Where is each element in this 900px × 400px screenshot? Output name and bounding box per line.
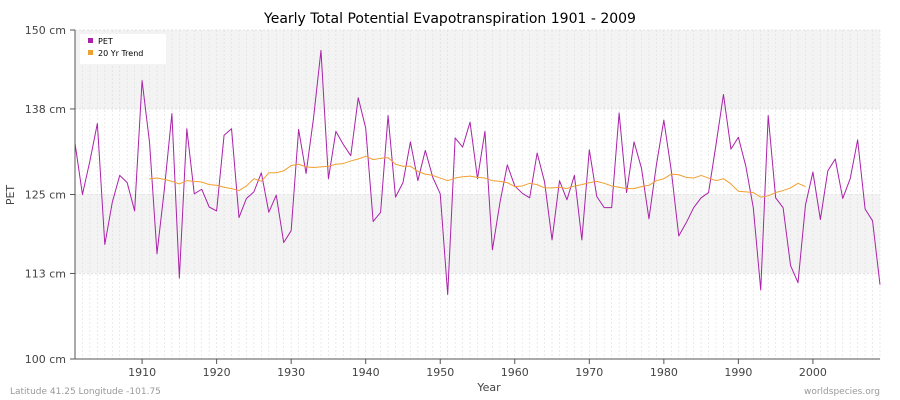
legend-box	[80, 34, 166, 64]
x-tick-label: 2000	[799, 366, 827, 379]
y-tick-label: 138 cm	[25, 103, 66, 116]
x-tick-label: 1980	[650, 366, 678, 379]
series-layer	[74, 49, 881, 296]
series-line-pet	[74, 49, 881, 296]
x-tick-label: 1990	[724, 366, 752, 379]
plot-band	[75, 30, 880, 109]
y-axis-title: PET	[4, 185, 17, 206]
legend-label-pet: PET	[98, 37, 113, 46]
chart-title: Yearly Total Potential Evapotranspiratio…	[263, 11, 636, 27]
footer-source: worldspecies.org	[804, 387, 880, 397]
x-tick-label: 1960	[501, 366, 529, 379]
grid	[74, 29, 881, 360]
tick-labels: 100 cm 113 cm 125 cm 138 cm 150 cm 1910 1920 19…	[25, 24, 827, 379]
x-tick-label: 1930	[277, 366, 305, 379]
y-tick-label: 125 cm	[25, 189, 66, 202]
legend-swatch-trend	[88, 50, 93, 55]
legend: PET 20 Yr Trend	[80, 34, 166, 64]
axes	[70, 29, 880, 364]
legend-swatch-pet	[88, 38, 93, 43]
x-tick-label: 1910	[128, 366, 156, 379]
series-line-trend	[149, 155, 806, 198]
x-tick-label: 1920	[203, 366, 231, 379]
y-tick-label: 150 cm	[25, 24, 66, 37]
y-tick-label: 113 cm	[25, 267, 66, 280]
x-tick-label: 1940	[352, 366, 380, 379]
legend-label-trend: 20 Yr Trend	[98, 49, 143, 58]
x-axis-title: Year	[476, 381, 501, 394]
x-tick-label: 1950	[426, 366, 454, 379]
x-tick-label: 1970	[575, 366, 603, 379]
y-tick-label: 100 cm	[25, 353, 66, 366]
footer-coordinates: Latitude 41.25 Longitude -101.75	[10, 387, 161, 397]
